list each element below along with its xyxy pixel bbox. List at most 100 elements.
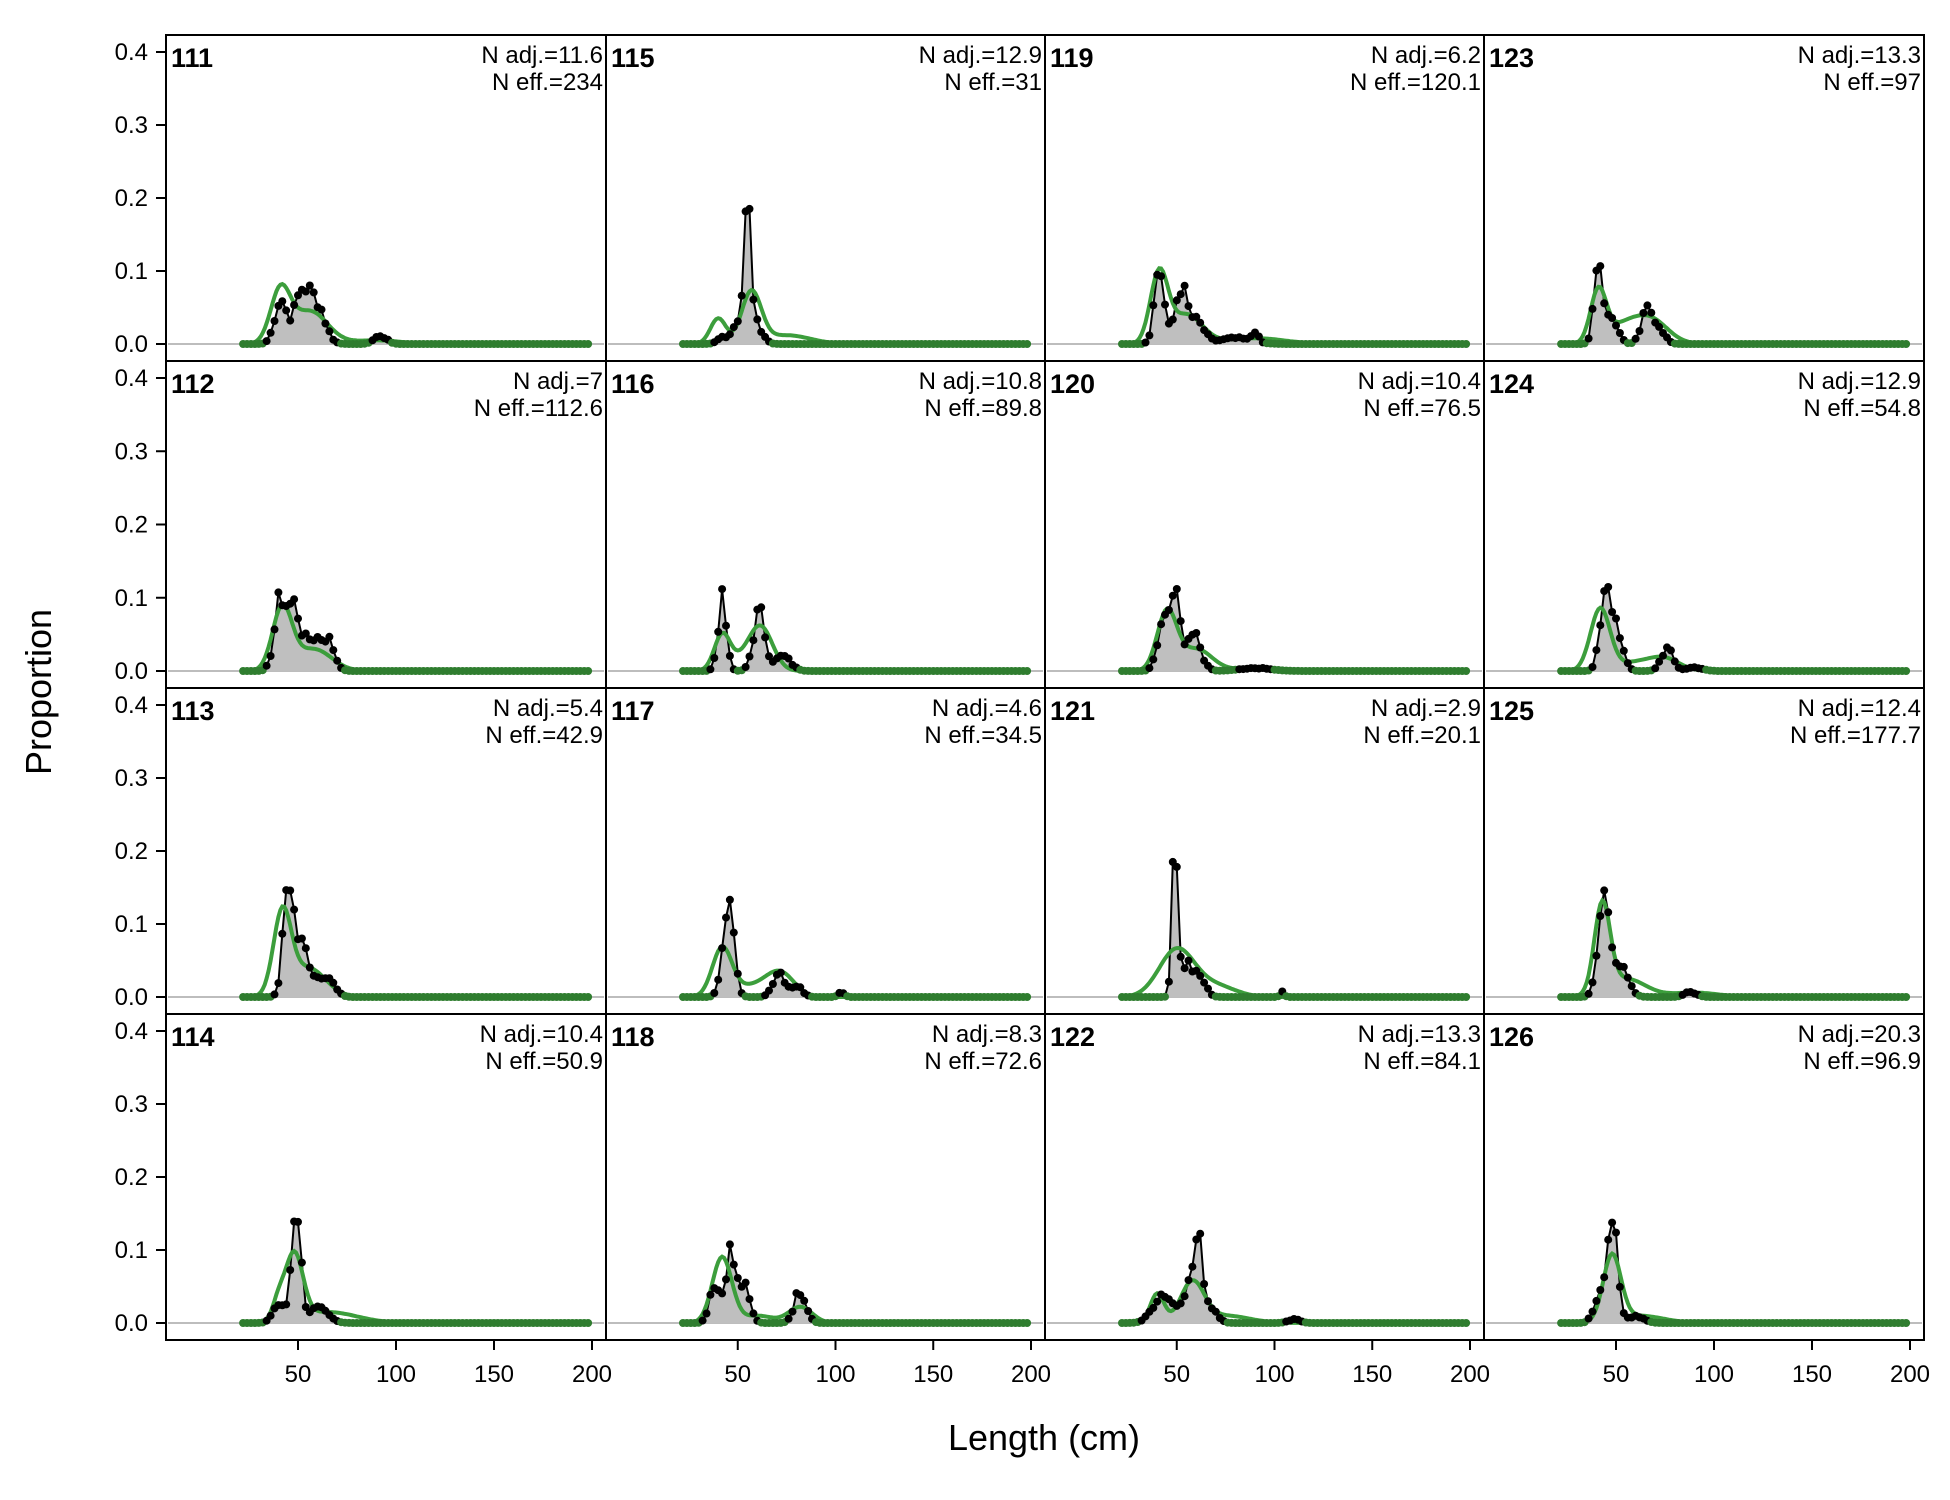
- observed-point: [294, 614, 302, 623]
- observed-point: [1149, 655, 1158, 664]
- observed-point: [1145, 331, 1154, 340]
- panel-title: 123: [1489, 43, 1534, 73]
- x-tick-label: 200: [1890, 1361, 1930, 1388]
- panel-title: 112: [171, 369, 215, 399]
- x-tick-label: 150: [1792, 1361, 1832, 1388]
- observed-point: [729, 928, 738, 937]
- observed-point: [294, 291, 302, 300]
- observed-point: [1615, 1282, 1624, 1291]
- observed-point: [278, 929, 287, 938]
- x-tick-label: 50: [1163, 1361, 1190, 1388]
- observed-point: [1149, 1303, 1158, 1312]
- panel-title: 125: [1489, 696, 1534, 726]
- observed-point: [698, 1316, 707, 1325]
- observed-point: [729, 1260, 738, 1269]
- observed-point: [725, 330, 734, 339]
- observed-point: [1157, 620, 1166, 629]
- observed-point: [329, 646, 338, 655]
- observed-point: [1612, 321, 1620, 330]
- panel-title: 124: [1489, 369, 1534, 399]
- observed-point: [1204, 984, 1212, 993]
- n-eff-label: N eff.=177.7: [1790, 722, 1921, 749]
- observed-point: [1023, 340, 1032, 348]
- observed-point: [718, 585, 727, 594]
- observed-point: [1608, 943, 1617, 952]
- observed-point: [1168, 315, 1177, 324]
- observed-point: [1211, 1307, 1220, 1316]
- y-tick-label: 0.3: [115, 765, 148, 792]
- y-tick-label: 0.4: [115, 1018, 148, 1045]
- n-eff-label: N eff.=50.9: [485, 1048, 603, 1075]
- observed-point: [584, 340, 593, 348]
- n-adj-label: N adj.=8.3: [932, 1021, 1042, 1048]
- observed-point: [309, 288, 318, 297]
- y-tick-label: 0.3: [115, 438, 148, 465]
- panel-title: 118: [611, 1022, 655, 1052]
- observed-area: [1122, 274, 1467, 344]
- observed-point: [1615, 634, 1624, 643]
- x-tick-label: 200: [572, 1361, 612, 1388]
- observed-point: [1149, 301, 1158, 310]
- observed-point: [733, 969, 742, 978]
- observed-point: [286, 1266, 295, 1274]
- x-tick-label: 200: [1011, 1361, 1051, 1388]
- observed-point: [584, 1319, 593, 1327]
- n-eff-label: N eff.=72.6: [924, 1048, 1042, 1075]
- panel-120: 120 N adj.=10.4N eff.=76.5: [1044, 360, 1485, 689]
- observed-point: [270, 317, 279, 325]
- observed-point: [1612, 614, 1620, 623]
- y-tick-label: 0.1: [115, 585, 148, 612]
- observed-point: [1184, 302, 1193, 311]
- y-tick-label: 0.1: [115, 911, 148, 938]
- n-adj-label: N adj.=10.4: [1358, 368, 1481, 395]
- observed-point: [1596, 912, 1605, 920]
- observed-point: [1902, 993, 1911, 1001]
- panel-118: 118 N adj.=8.3N eff.=72.6: [605, 1013, 1046, 1341]
- observed-point: [733, 1274, 742, 1282]
- observed-point: [796, 983, 805, 992]
- observed-point: [741, 1278, 750, 1287]
- observed-point: [1172, 296, 1181, 305]
- n-adj-label: N adj.=13.3: [1358, 1021, 1481, 1048]
- observed-point: [1627, 982, 1636, 991]
- observed-point: [725, 651, 734, 660]
- n-eff-label: N eff.=76.5: [1363, 395, 1481, 422]
- observed-area: [1122, 861, 1467, 997]
- x-tick-label: 50: [285, 1361, 312, 1388]
- n-eff-label: N eff.=234: [492, 69, 603, 96]
- y-tick-label: 0.4: [115, 692, 148, 719]
- n-eff-label: N eff.=54.8: [1803, 395, 1921, 422]
- panel-title: 116: [611, 369, 655, 399]
- observed-point: [768, 980, 777, 988]
- observed-area: [1561, 587, 1907, 671]
- n-eff-label: N eff.=34.5: [924, 722, 1042, 749]
- n-adj-label: N adj.=12.9: [1798, 368, 1921, 395]
- x-tick-label: 100: [376, 1361, 416, 1388]
- observed-point: [784, 654, 793, 663]
- x-axis-title: Length (cm): [948, 1417, 1140, 1458]
- y-tick-label: 0.2: [115, 1164, 148, 1191]
- observed-point: [1204, 1297, 1212, 1306]
- observed-area: [1561, 890, 1907, 997]
- observed-point: [1192, 1235, 1201, 1244]
- observed-point: [301, 944, 310, 953]
- panel-115: 115 N adj.=12.9N eff.=31: [605, 34, 1046, 362]
- observed-point: [1023, 993, 1032, 1001]
- observed-point: [1619, 962, 1628, 971]
- observed-point: [710, 989, 719, 997]
- observed-point: [1196, 1229, 1205, 1238]
- y-tick-label: 0.4: [115, 365, 148, 392]
- n-adj-label: N adj.=10.4: [480, 1021, 603, 1048]
- observed-point: [714, 975, 723, 984]
- y-tick-label: 0.0: [115, 1310, 148, 1337]
- observed-point: [1639, 309, 1648, 317]
- observed-point: [749, 295, 758, 304]
- observed-point: [718, 944, 727, 953]
- observed-point: [1600, 1273, 1609, 1282]
- observed-point: [1462, 340, 1471, 348]
- n-eff-label: N eff.=31: [944, 69, 1042, 96]
- observed-point: [1600, 299, 1609, 308]
- observed-point: [1153, 1297, 1162, 1306]
- observed-point: [722, 1275, 730, 1284]
